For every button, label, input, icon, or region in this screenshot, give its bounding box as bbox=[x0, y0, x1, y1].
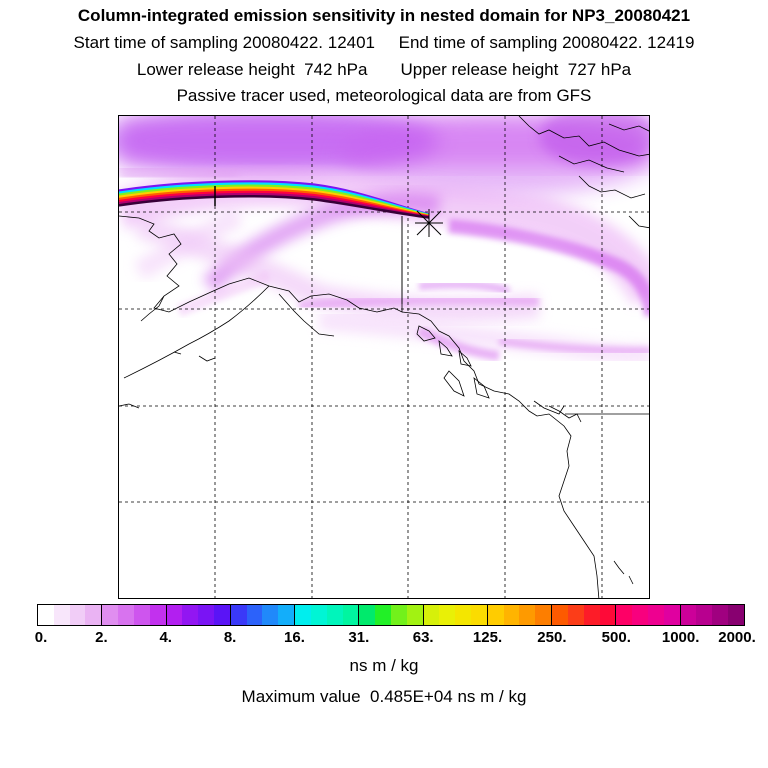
color-scale-tick-label: 31. bbox=[348, 629, 370, 646]
color-scale-swatch bbox=[69, 605, 86, 625]
color-scale-swatch bbox=[552, 605, 568, 625]
color-scale-swatch bbox=[198, 605, 214, 625]
color-scale-swatch bbox=[326, 605, 343, 625]
borders bbox=[401, 216, 649, 415]
color-scale-swatch bbox=[503, 605, 520, 625]
color-scale-swatch bbox=[439, 605, 456, 625]
tracer-info-line: Passive tracer used, meteorological data… bbox=[176, 86, 592, 105]
plume-band bbox=[119, 192, 430, 219]
color-scale-tick-label: 4. bbox=[159, 629, 172, 646]
color-scale-swatch bbox=[38, 605, 54, 625]
color-scale-tick-label: 2000. bbox=[718, 629, 756, 646]
color-scale-swatch bbox=[166, 605, 183, 625]
sensitivity-field bbox=[119, 116, 649, 364]
color-scale-swatch bbox=[455, 605, 472, 625]
color-scale-swatch bbox=[246, 605, 263, 625]
color-scale-tick-label: 16. bbox=[284, 629, 305, 646]
color-scale-swatch bbox=[535, 605, 552, 625]
color-scale-cell bbox=[38, 605, 103, 625]
color-scale-swatch bbox=[53, 605, 70, 625]
plume-band bbox=[119, 186, 430, 218]
maximum-value-label: Maximum value 0.485E+04 ns m / kg bbox=[241, 687, 527, 706]
color-scale-cell bbox=[487, 605, 553, 625]
plume-band bbox=[119, 190, 430, 218]
color-scale-cell bbox=[166, 605, 231, 625]
color-scale-swatch bbox=[599, 605, 616, 625]
color-scale-tick-label: 125. bbox=[472, 629, 503, 646]
plot-title: Column-integrated emission sensitivity i… bbox=[77, 6, 691, 25]
color-scale-swatch bbox=[375, 605, 391, 625]
color-scale-swatch bbox=[359, 605, 376, 625]
color-scale-swatch bbox=[278, 605, 295, 625]
color-scale-swatch bbox=[406, 605, 423, 625]
color-scale-cell bbox=[230, 605, 296, 625]
color-scale-swatch bbox=[133, 605, 150, 625]
color-scale-swatch bbox=[632, 605, 649, 625]
color-scale-swatch bbox=[616, 605, 633, 625]
color-scale-cell bbox=[423, 605, 488, 625]
release-point-marker bbox=[415, 209, 443, 237]
color-scale-cell bbox=[295, 605, 360, 625]
color-scale-swatch bbox=[342, 605, 359, 625]
color-scale-tick-label: 500. bbox=[601, 629, 631, 646]
map-canvas bbox=[119, 116, 649, 598]
color-scale-cell bbox=[359, 605, 424, 625]
color-scale-swatch bbox=[213, 605, 230, 625]
plume-band bbox=[119, 194, 430, 219]
color-scale-swatch bbox=[567, 605, 584, 625]
color-scale-cell bbox=[102, 605, 167, 625]
color-scale-swatch bbox=[118, 605, 134, 625]
color-scale-swatch bbox=[696, 605, 713, 625]
color-scale-tick-label: 2. bbox=[95, 629, 108, 646]
plume-band bbox=[119, 182, 430, 217]
color-scale-swatch bbox=[583, 605, 600, 625]
color-scale-swatch bbox=[390, 605, 407, 625]
coastlines bbox=[119, 116, 649, 598]
color-scale-cell bbox=[616, 605, 681, 625]
color-scale-swatch bbox=[471, 605, 487, 625]
color-scale-swatch bbox=[230, 605, 247, 625]
release-height-line: Lower release height 742 hPa Upper relea… bbox=[136, 60, 632, 79]
color-scale-cell bbox=[552, 605, 617, 625]
color-scale-swatch bbox=[519, 605, 536, 625]
color-scale-tick-label: 250. bbox=[537, 629, 567, 646]
color-scale-swatch bbox=[712, 605, 729, 625]
color-scale-tick-label: 63. bbox=[412, 629, 434, 646]
emission-plume bbox=[119, 180, 430, 219]
color-scale-swatch bbox=[728, 605, 744, 625]
color-scale-swatch bbox=[663, 605, 680, 625]
color-scale-bar bbox=[37, 604, 745, 626]
color-scale-swatch bbox=[182, 605, 199, 625]
plume-band bbox=[119, 184, 430, 217]
color-scale-swatch bbox=[310, 605, 327, 625]
color-scale-swatch bbox=[85, 605, 102, 625]
color-scale-tick-label: 0. bbox=[34, 629, 48, 646]
color-scale-swatch bbox=[262, 605, 279, 625]
color-scale-swatch bbox=[149, 605, 166, 625]
color-scale-tick-label: 1000. bbox=[661, 629, 700, 646]
color-scale-swatch bbox=[680, 605, 697, 625]
plume-band bbox=[119, 188, 430, 218]
color-scale-cell bbox=[680, 605, 744, 625]
sampling-time-line: Start time of sampling 20080422. 12401 E… bbox=[73, 33, 695, 52]
color-scale-swatch bbox=[648, 605, 664, 625]
color-scale-swatch bbox=[487, 605, 504, 625]
color-scale-units: ns m / kg bbox=[349, 656, 419, 675]
color-scale-swatch bbox=[295, 605, 311, 625]
color-scale-tick-label: 8. bbox=[223, 629, 237, 646]
color-scale-swatch bbox=[102, 605, 119, 625]
color-scale-swatch bbox=[423, 605, 440, 625]
sensitivity-map bbox=[118, 115, 650, 599]
